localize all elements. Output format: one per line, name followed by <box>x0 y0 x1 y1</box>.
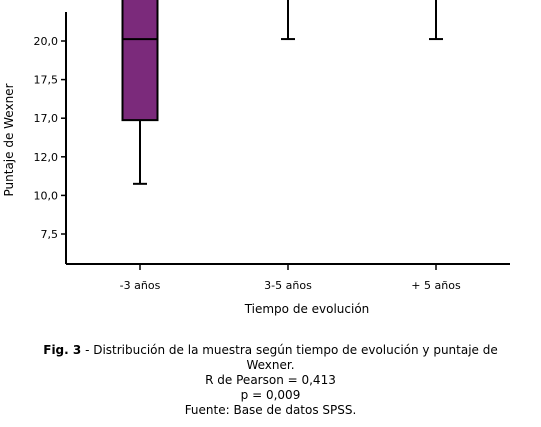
boxes: 12 15 14 <box>121 0 443 185</box>
y-tick-label: 17,0 <box>34 112 59 125</box>
p-value-line: p = 0,009 <box>240 388 301 402</box>
x-axis-title: Tiempo de evolución <box>244 302 370 316</box>
y-tick-label: 10,0 <box>34 189 59 202</box>
y-axis-title: Puntaje de Wexner <box>2 83 16 196</box>
pearson-line: R de Pearson = 0,413 <box>205 373 336 387</box>
x-tick-label: -3 años <box>120 279 161 292</box>
y-tick-label: 17,5 <box>34 74 59 87</box>
figure-caption: Fig. 3 - Distribución de la muestra segú… <box>0 343 541 418</box>
box-2: 15 <box>281 0 295 41</box>
box-1: 12 <box>121 0 159 185</box>
source-line: Fuente: Base de datos SPSS. <box>184 403 357 417</box>
iqr-box <box>121 0 159 122</box>
caption-text: - Distribución de la muestra según tiemp… <box>81 343 498 372</box>
x-tick-label: 3-5 años <box>264 279 312 292</box>
y-tick-label: 20,0 <box>34 35 59 48</box>
y-tick-label: 12,0 <box>34 151 59 164</box>
y-axis-ticks: 7,5 10,0 12,0 17,0 17,5 20,0 <box>34 35 66 241</box>
box-3: 14 <box>429 0 443 41</box>
x-tick-label: + 5 años <box>411 279 461 292</box>
x-axis-ticks: -3 años 3-5 años + 5 años <box>120 264 461 292</box>
boxplot-chart: 7,5 10,0 12,0 17,0 17,5 20,0 -3 años 3-5 años +… <box>2 0 510 316</box>
figure-label: Fig. 3 <box>43 343 82 357</box>
y-tick-label: 7,5 <box>41 228 59 241</box>
